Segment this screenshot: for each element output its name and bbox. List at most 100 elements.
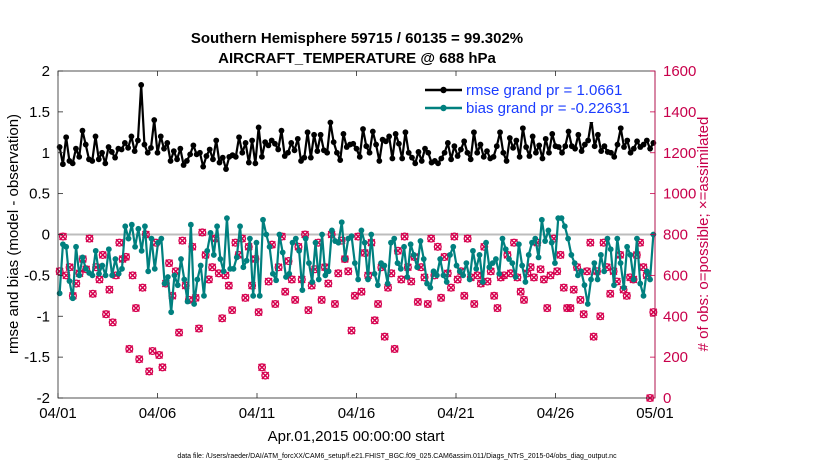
series-point-rmse (311, 131, 317, 138)
series-point-bias (306, 260, 312, 267)
series-point-rmse (457, 146, 464, 153)
obs-possible-marker (125, 344, 134, 354)
obs-count-point (546, 271, 555, 280)
series-point-bias (201, 292, 207, 299)
series-point-bias (371, 270, 378, 277)
series-point-rmse (382, 138, 389, 145)
series-point-bias (92, 247, 99, 254)
series-point-rmse (484, 148, 490, 155)
series-point-bias (99, 262, 106, 269)
series-point-bias (381, 262, 388, 269)
obs-assimilated-marker (324, 279, 333, 288)
obs-count-markers (55, 228, 658, 403)
obs-count-point (108, 318, 117, 327)
obs-assimilated-marker (539, 275, 548, 284)
obs-possible-marker (347, 326, 356, 335)
series-point-bias (184, 298, 191, 305)
obs-assimilated-marker (195, 324, 203, 333)
series-point-bias (420, 256, 427, 262)
series-point-bias (394, 260, 401, 267)
series-point-bias (607, 246, 614, 253)
obs-possible-marker (165, 259, 174, 268)
obs-possible-marker (264, 277, 273, 286)
series-point-bias (476, 252, 483, 258)
obs-possible-marker (178, 236, 187, 245)
obs-possible-marker (589, 332, 598, 341)
y-tick-label: 0.5 (29, 186, 50, 203)
series-point-bias (647, 276, 653, 283)
obs-count-point (241, 293, 250, 302)
series-point-bias (328, 227, 335, 234)
obs-possible-marker (271, 299, 280, 309)
obs-possible-marker (261, 371, 270, 380)
obs-possible-marker (446, 283, 456, 292)
obs-possible-marker (437, 293, 446, 302)
obs-count-point (390, 344, 399, 354)
obs-count-point (490, 291, 499, 300)
obs-assimilated-marker (453, 275, 462, 284)
obs-possible-marker (569, 285, 578, 294)
obs-possible-marker (423, 299, 432, 309)
series-point-bias (138, 247, 145, 254)
obs-count-point (350, 291, 359, 300)
series-point-bias (532, 235, 539, 242)
obs-assimilated-marker (460, 291, 469, 300)
series-point-bias (168, 309, 175, 316)
y-right-tick-label: 0 (663, 390, 671, 407)
series-point-rmse (148, 144, 154, 151)
obs-count-point (198, 228, 207, 237)
series-point-bias (456, 268, 463, 275)
series-point-rmse (330, 139, 337, 146)
series-point-rmse (396, 140, 402, 147)
series-point-bias (187, 221, 194, 228)
obs-assimilated-marker (155, 351, 164, 360)
obs-assimilated-marker (271, 300, 280, 308)
series-point-rmse (369, 128, 376, 135)
series-point-bias (263, 231, 270, 238)
series-point-rmse (337, 157, 344, 164)
series-point-bias (401, 243, 407, 250)
series-point-rmse (258, 153, 265, 160)
obs-count-point (261, 371, 270, 380)
series-point-rmse (340, 131, 347, 137)
obs-count-point (291, 295, 300, 304)
series-point-bias (112, 256, 119, 262)
series-point-bias (276, 231, 283, 238)
series-point-rmse (275, 146, 282, 153)
obs-assimilated-marker (506, 269, 515, 278)
series-point-bias (155, 239, 161, 246)
obs-count-point (304, 306, 313, 315)
obs-assimilated-marker (347, 326, 356, 335)
series-point-bias (240, 264, 247, 271)
series-point-bias (73, 243, 79, 250)
series-point-bias (256, 292, 263, 299)
obs-count-point (470, 299, 479, 309)
series-point-rmse (317, 131, 324, 138)
series-point-rmse (392, 131, 399, 137)
obs-assimilated-marker (228, 306, 237, 315)
obs-assimilated-marker (334, 269, 343, 278)
series-point-rmse (601, 143, 608, 150)
obs-assimilated-marker (516, 287, 525, 296)
obs-possible-marker (254, 308, 263, 317)
series-point-rmse (422, 145, 428, 152)
series-point-bias (627, 252, 634, 258)
series-point-rmse (242, 140, 249, 146)
series-point-rmse (533, 149, 539, 156)
series-point-bias (617, 260, 624, 267)
obs-possible-marker (350, 291, 359, 300)
obs-possible-marker (55, 267, 64, 276)
series-point-rmse (356, 153, 363, 160)
legend-label-bias: bias grand pr = -0.22631 (466, 100, 630, 117)
series-point-bias (207, 229, 214, 236)
series-point-rmse (213, 137, 220, 144)
series-point-rmse (438, 155, 445, 162)
series-point-rmse (255, 124, 262, 131)
x-tick-label: 04/16 (338, 405, 376, 422)
obs-possible-marker (224, 281, 233, 290)
obs-count-point (450, 232, 459, 241)
series-point-bias (558, 215, 565, 222)
series-point-rmse (363, 143, 370, 150)
obs-assimilated-marker (344, 267, 353, 276)
series-point-rmse (624, 137, 631, 144)
